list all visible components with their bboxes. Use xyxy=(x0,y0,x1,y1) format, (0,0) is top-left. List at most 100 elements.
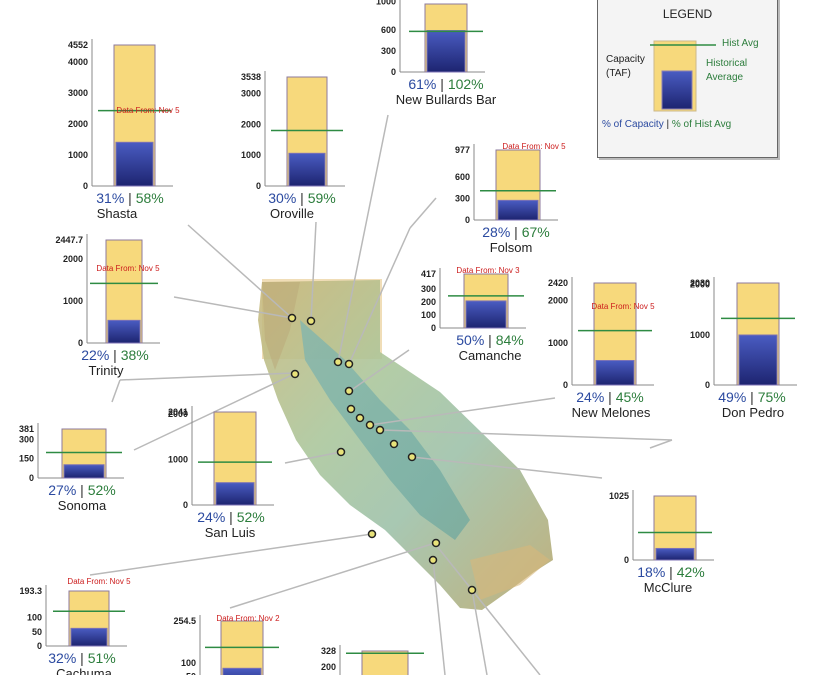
legend-pct-capacity: % of Capacity xyxy=(602,119,664,130)
don-pedro-percentages: 49% | 75% xyxy=(718,389,785,405)
new-melones-y-tick-0: 2420 xyxy=(548,278,568,288)
folsom-pct-separator: | xyxy=(510,224,521,240)
san-luis-pct-separator: | xyxy=(225,509,236,525)
reservoir-13-data-from: Data From: Nov 2 xyxy=(216,614,280,623)
san-luis-percentages: 24% | 52% xyxy=(197,509,264,525)
legend-pct-hist: % of Hist Avg xyxy=(671,119,732,130)
don-pedro-name: Don Pedro xyxy=(722,405,784,420)
san-luis-name: San Luis xyxy=(205,525,256,540)
trinity-pct-hist: 38% xyxy=(121,347,149,363)
new-melones-pct-hist: 45% xyxy=(616,389,644,405)
sonoma-name: Sonoma xyxy=(58,498,107,513)
san-luis-y-tick-1: 2000 xyxy=(168,409,188,419)
california-map xyxy=(258,279,553,610)
mcclure-pct-hist: 42% xyxy=(677,564,705,580)
san-luis-y-tick-3: 0 xyxy=(183,500,188,510)
new-bullards-bar-pct-capacity: 61% xyxy=(408,76,436,92)
cachuma-pct-separator: | xyxy=(76,650,87,666)
camanche-name: Camanche xyxy=(459,348,522,363)
new-bullards-bar-name: New Bullards Bar xyxy=(396,92,497,107)
reservoir-markers xyxy=(287,313,477,595)
camanche-y-tick-1: 300 xyxy=(421,284,436,294)
new-melones-name: New Melones xyxy=(572,405,651,420)
cachuma-y-tick-3: 0 xyxy=(37,641,42,651)
folsom-pct-capacity: 28% xyxy=(482,224,510,240)
mcclure-storage-bar xyxy=(655,547,695,561)
oroville-pct-capacity: 30% xyxy=(268,190,296,206)
mcclure-chart: 1025 0 18% | 42%McClure xyxy=(609,490,714,595)
shasta-pct-hist: 58% xyxy=(136,190,164,206)
legend: LEGEND Capacity (TAF) Hist Avg Historica… xyxy=(597,0,778,158)
san-luis-y-tick-0: 2041 xyxy=(168,407,188,417)
shasta-y-tick-1: 4000 xyxy=(68,57,88,67)
don-pedro-y-tick-0: 2030 xyxy=(690,278,710,288)
reservoir-14-y-tick-1: 200 xyxy=(321,662,336,672)
new-bullards-bar-chart: 1000 600 300 0 61% | 102%New Bullards Bar xyxy=(376,0,497,107)
new-bullards-bar-y-tick-2: 300 xyxy=(381,46,396,56)
mcclure-pct-capacity: 18% xyxy=(637,564,665,580)
legend-capacity-line1: Capacity xyxy=(606,54,645,65)
trinity-name: Trinity xyxy=(89,363,124,378)
trinity-y-tick-1: 2000 xyxy=(63,254,83,264)
mcclure-pct-separator: | xyxy=(665,564,676,580)
oroville-y-tick-2: 2000 xyxy=(241,119,261,129)
mcclure-percentages: 18% | 42% xyxy=(637,564,704,580)
oroville-percentages: 30% | 59% xyxy=(268,190,335,206)
cachuma-percentages: 32% | 51% xyxy=(48,650,115,666)
folsom-y-tick-0: 977 xyxy=(455,145,470,155)
folsom-y-tick-3: 0 xyxy=(465,215,470,225)
oroville-storage-bar xyxy=(288,152,326,187)
oroville-y-tick-3: 1000 xyxy=(241,150,261,160)
new-bullards-bar-y-tick-0: 1000 xyxy=(376,0,396,7)
camanche-y-tick-0: 417 xyxy=(421,269,436,279)
legend-capacity-line2: (TAF) xyxy=(606,68,631,79)
don-pedro-pct-separator: | xyxy=(746,389,757,405)
trinity-percentages: 22% | 38% xyxy=(81,347,148,363)
legend-title: LEGEND xyxy=(662,7,713,21)
folsom-storage-bar xyxy=(497,199,539,221)
folsom-name: Folsom xyxy=(490,240,533,255)
new-melones-data-from: Data From: Nov 5 xyxy=(591,302,655,311)
camanche-y-tick-2: 200 xyxy=(421,297,436,307)
new-melones-chart: 2420 2000 1000 0 Data From: Nov 5 24% | 45%Ne… xyxy=(548,277,655,420)
new-melones-pct-capacity: 24% xyxy=(576,389,604,405)
trinity-y-tick-2: 1000 xyxy=(63,296,83,306)
sonoma-percentages: 27% | 52% xyxy=(48,482,115,498)
legend-capacity-label: Capacity (TAF) xyxy=(606,53,645,81)
don-pedro-pct-capacity: 49% xyxy=(718,389,746,405)
cachuma-y-tick-1: 100 xyxy=(27,613,42,623)
don-pedro-y-tick-3: 0 xyxy=(705,380,710,390)
reservoir-14-capacity-bar xyxy=(361,650,409,675)
new-bullards-bar-y-tick-3: 0 xyxy=(391,67,396,77)
folsom-data-from: Data From: Nov 5 xyxy=(502,142,566,151)
oroville-chart: 3538 3000 2000 1000 0 30% | 59%Oroville xyxy=(241,71,345,221)
folsom-pct-hist: 67% xyxy=(522,224,550,240)
folsom-y-tick-2: 300 xyxy=(455,194,470,204)
reservoir-14-y-tick-0: 328 xyxy=(321,646,336,656)
new-melones-y-tick-2: 1000 xyxy=(548,338,568,348)
oroville-y-tick-0: 3538 xyxy=(241,72,261,82)
san-luis-y-tick-2: 1000 xyxy=(168,454,188,464)
trinity-y-tick-0: 2447.7 xyxy=(55,235,83,245)
don-pedro-y-tick-2: 1000 xyxy=(690,330,710,340)
mcclure-y-tick-0: 1025 xyxy=(609,491,629,501)
shasta-chart: 4552 4000 3000 2000 1000 0 Data From: Nov 5 31%… xyxy=(68,39,180,221)
sonoma-y-tick-3: 0 xyxy=(29,473,34,483)
cachuma-chart: 193.3 100 50 0 Data From: Nov 5 32% | 51%Cach… xyxy=(19,577,131,675)
sonoma-storage-bar xyxy=(63,464,105,479)
shasta-percentages: 31% | 58% xyxy=(96,190,163,206)
don-pedro-storage-bar xyxy=(738,334,778,386)
shasta-y-tick-5: 0 xyxy=(83,181,88,191)
new-melones-y-tick-1: 2000 xyxy=(548,296,568,306)
sonoma-pct-separator: | xyxy=(76,482,87,498)
shasta-name: Shasta xyxy=(97,206,138,221)
trinity-chart: 2447.7 2000 1000 0 Data From: Nov 5 22% | 38%… xyxy=(55,234,160,378)
don-pedro-pct-hist: 75% xyxy=(758,389,786,405)
trinity-storage-bar xyxy=(107,319,141,344)
shasta-data-from: Data From: Nov 5 xyxy=(116,106,180,115)
mcclure-y-tick-1: 0 xyxy=(624,555,629,565)
cachuma-y-tick-0: 193.3 xyxy=(19,586,42,596)
